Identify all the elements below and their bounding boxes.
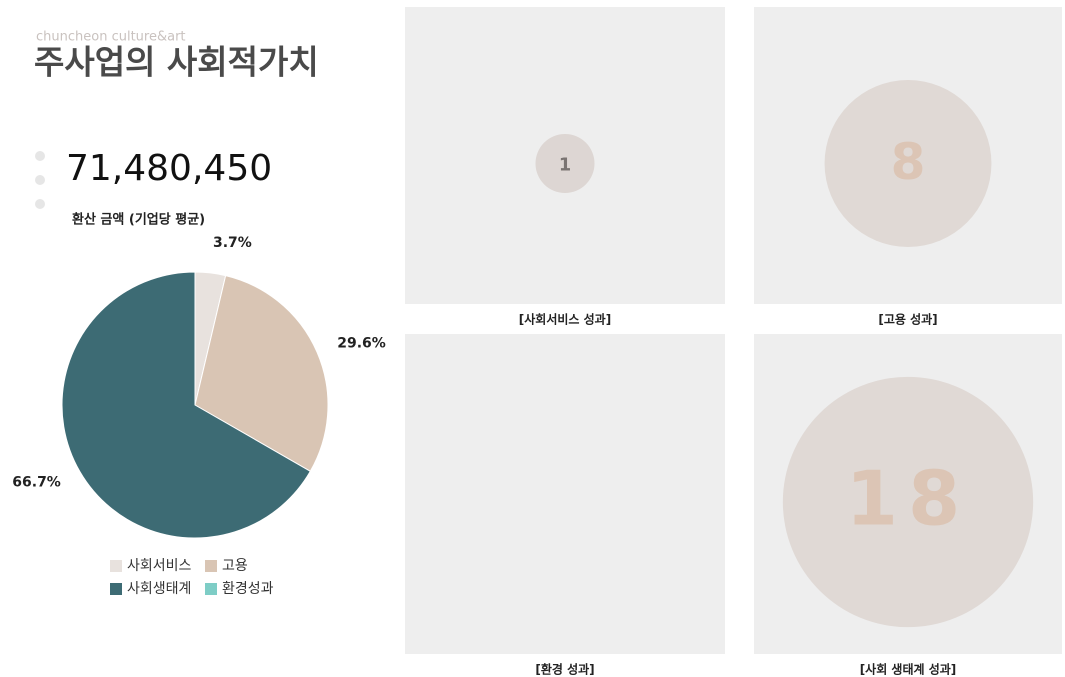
- data-label: 29.6%: [337, 335, 386, 351]
- decor-dot: [35, 175, 45, 185]
- legend-swatch: [110, 560, 122, 572]
- legend-swatch: [205, 560, 217, 572]
- panel-title: [사회서비스 성과]: [519, 312, 611, 327]
- bubble-label: 18: [846, 455, 970, 543]
- legend-label: 사회서비스: [127, 558, 192, 574]
- pie-slice: [194, 274, 329, 472]
- data-label: 66.7%: [12, 475, 61, 491]
- kpi-value: 71,480,450: [66, 148, 272, 189]
- bubble: [824, 80, 992, 247]
- decor-dot: [35, 199, 45, 209]
- legend-label: 사회생태계: [127, 581, 191, 597]
- decor-dot: [35, 151, 45, 161]
- legend-swatch: [205, 583, 217, 595]
- panel-title: [환경 성과]: [535, 662, 594, 677]
- panel: [405, 334, 725, 654]
- panel-title: [고용 성과]: [878, 312, 937, 327]
- pie-slice: [61, 271, 312, 539]
- bubble: [535, 134, 595, 193]
- title: 주사업의 사회적가치: [34, 43, 319, 82]
- kpi-label: 환산 금액 (기업당 평균): [72, 212, 205, 228]
- bubble-label: 8: [891, 133, 926, 191]
- data-label: 3.7%: [213, 235, 252, 251]
- bubble-label: 1: [559, 156, 571, 176]
- panel-title: [사회 생태계 성과]: [860, 662, 957, 677]
- legend-label: 환경성과: [222, 581, 274, 597]
- bubble: [782, 376, 1034, 628]
- subtitle: chuncheon culture&art: [36, 30, 186, 45]
- legend-swatch: [110, 583, 122, 595]
- legend-label: 고용: [222, 558, 248, 574]
